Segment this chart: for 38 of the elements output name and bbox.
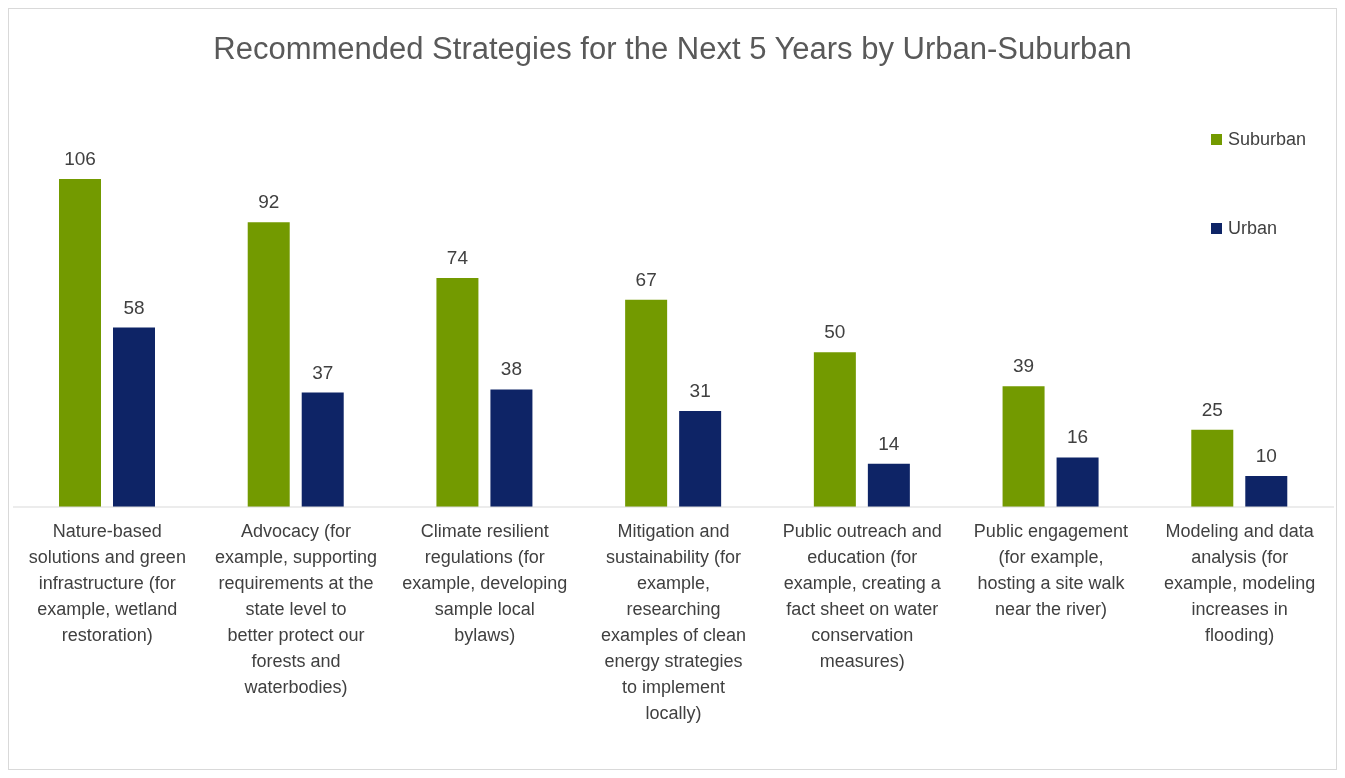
x-tick-label: Nature-based solutions and green infrastructure (for example, wetland restoration) — [28, 521, 186, 645]
x-tick-label: Modeling and data analysis (for example, modeling increases in flooding) — [1164, 521, 1316, 645]
data-label: 25 — [1201, 398, 1223, 420]
bar — [490, 389, 533, 507]
bar — [1191, 429, 1234, 507]
data-label: 39 — [1013, 355, 1035, 377]
data-label: 31 — [689, 380, 711, 402]
x-tick-label: Public engagement (for example, hosting a site walk near the river) — [973, 521, 1128, 619]
data-label: 14 — [878, 432, 900, 454]
data-label: 50 — [824, 321, 846, 343]
bar — [59, 179, 101, 507]
data-label: 67 — [635, 268, 657, 290]
x-tick-label: Mitigation and sustainability (for example, researching examples of clean energy strategies to implement locally) — [600, 521, 747, 723]
data-label: 92 — [258, 191, 280, 213]
bar — [1002, 386, 1045, 507]
data-label: 58 — [123, 296, 145, 318]
bar — [113, 327, 155, 507]
data-label: 37 — [312, 361, 334, 383]
data-label: 38 — [500, 358, 522, 380]
bar — [813, 352, 856, 507]
legend-label: Suburban — [1227, 129, 1306, 150]
bar — [247, 222, 290, 507]
chart-title: Recommended Strategies for the Next 5 Years by Urban-Suburban — [212, 31, 1133, 67]
bar — [1245, 476, 1288, 507]
bar — [301, 392, 344, 507]
x-tick-label: Public outreach and education (for example, creating a fact sheet on water conservation measures) — [782, 521, 942, 671]
legend-label: Urban — [1227, 218, 1277, 239]
bar — [867, 463, 910, 507]
x-tick-label: Climate resilient regulations (for example, developing sample local bylaws) — [402, 521, 568, 645]
bar — [436, 278, 479, 507]
x-tick-label: Advocacy (for example, supporting requirements at the state level to better protect our forests and waterbodies) — [215, 521, 378, 697]
data-label: 10 — [1255, 445, 1277, 467]
bar — [679, 411, 722, 507]
bar — [625, 299, 668, 507]
data-label: 106 — [64, 148, 96, 169]
data-label: 16 — [1067, 426, 1089, 448]
data-label: 74 — [446, 247, 469, 269]
bar — [1056, 457, 1099, 507]
